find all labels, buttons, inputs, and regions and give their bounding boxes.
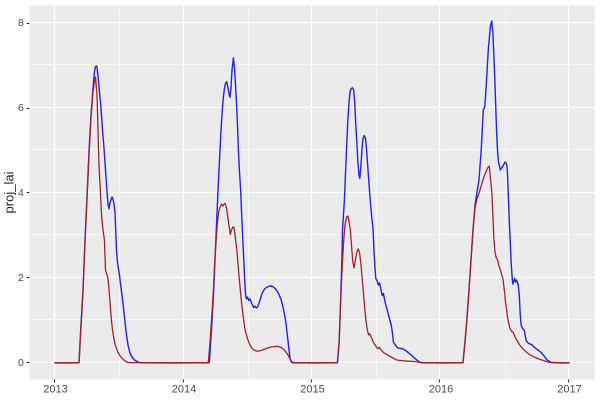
svg-text:2: 2 — [18, 272, 24, 284]
svg-text:0: 0 — [18, 357, 24, 369]
svg-text:4: 4 — [18, 187, 24, 199]
svg-text:2015: 2015 — [300, 384, 324, 396]
svg-text:2017: 2017 — [557, 384, 581, 396]
svg-text:2016: 2016 — [429, 384, 453, 396]
svg-text:6: 6 — [18, 102, 24, 114]
svg-text:2014: 2014 — [172, 384, 196, 396]
svg-text:2013: 2013 — [43, 384, 67, 396]
svg-text:proj_lai: proj_lai — [2, 171, 17, 213]
svg-text:8: 8 — [18, 17, 24, 29]
